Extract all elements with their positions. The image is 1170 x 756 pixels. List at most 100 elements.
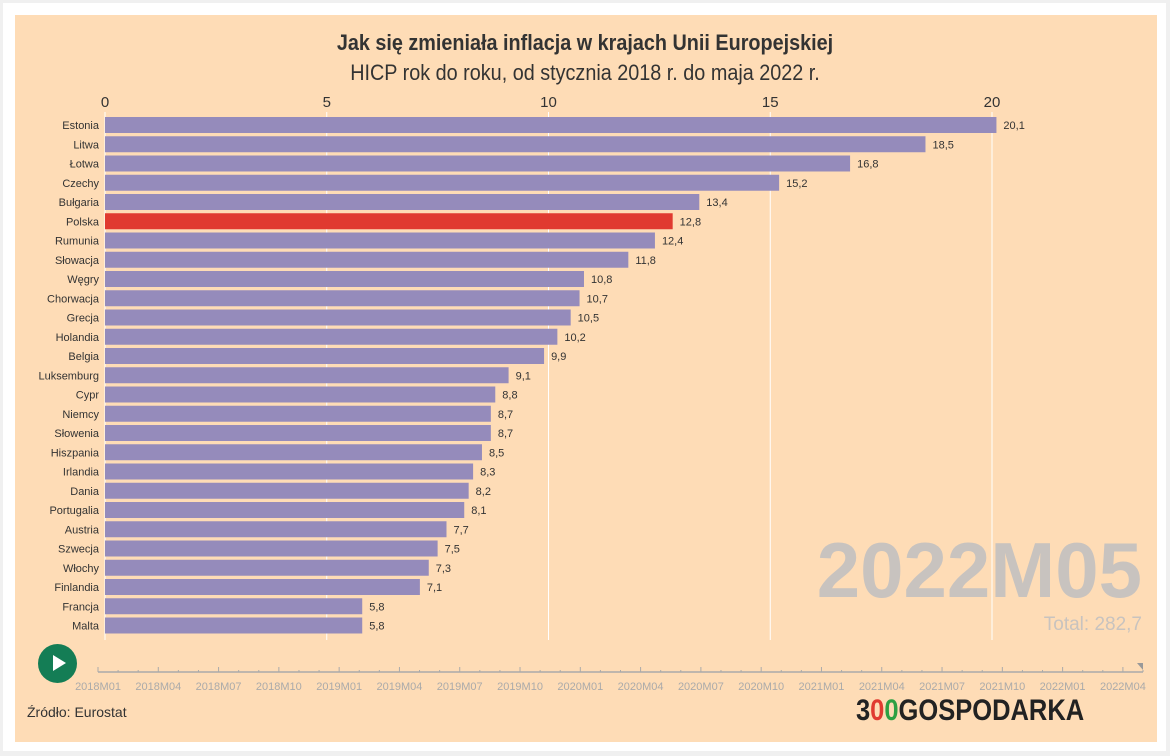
category-label: Litwa xyxy=(73,139,100,151)
bar xyxy=(105,463,474,480)
bar xyxy=(105,425,491,441)
category-label: Słowacja xyxy=(55,255,100,267)
bar xyxy=(105,194,700,210)
value-label: 12,8 xyxy=(680,216,701,228)
value-label: 7,1 xyxy=(427,582,442,594)
timeline-label: 2020M07 xyxy=(678,681,724,693)
value-label: 18,5 xyxy=(932,139,953,151)
value-label: 10,2 xyxy=(564,332,585,344)
bar xyxy=(105,232,655,249)
period-label: 2022M05 xyxy=(816,526,1142,614)
bar xyxy=(105,482,469,499)
category-label: Irlandia xyxy=(63,467,100,479)
timeline-label: 2021M07 xyxy=(919,681,965,693)
bar xyxy=(105,328,558,345)
category-label: Portugalia xyxy=(49,505,99,517)
value-label: 9,1 xyxy=(516,370,531,382)
value-label: 8,3 xyxy=(480,467,495,479)
category-label: Cypr xyxy=(76,390,100,402)
timeline-label: 2018M10 xyxy=(256,681,302,693)
bar xyxy=(105,617,363,634)
timeline-label: 2021M01 xyxy=(799,681,845,693)
category-label: Luksemburg xyxy=(38,370,99,382)
timeline-label: 2020M01 xyxy=(557,681,603,693)
bar xyxy=(105,444,482,461)
bar xyxy=(105,117,997,133)
category-label: Włochy xyxy=(63,563,100,575)
value-label: 5,8 xyxy=(369,601,384,613)
value-label: 8,8 xyxy=(502,390,517,402)
bar xyxy=(105,386,496,403)
category-label: Malta xyxy=(72,621,100,633)
value-label: 8,1 xyxy=(471,505,486,517)
category-label: Słowenia xyxy=(54,428,100,440)
value-label: 5,8 xyxy=(369,621,384,633)
timeline-label: 2020M10 xyxy=(738,681,784,693)
value-label: 8,2 xyxy=(476,486,491,498)
value-label: 7,5 xyxy=(445,544,460,556)
timeline-label: 2020M04 xyxy=(618,681,664,693)
value-label: 10,5 xyxy=(578,313,599,325)
bar xyxy=(105,213,673,230)
x-tick-label: 20 xyxy=(984,94,1001,111)
value-label: 8,7 xyxy=(498,428,513,440)
bar xyxy=(105,405,491,422)
category-label: Grecja xyxy=(67,313,100,325)
bar xyxy=(105,367,509,384)
category-label: Niemcy xyxy=(62,409,99,421)
value-label: 9,9 xyxy=(551,351,566,363)
timeline-label: 2021M04 xyxy=(859,681,905,693)
value-label: 10,8 xyxy=(591,274,612,286)
bar xyxy=(105,521,447,538)
timeline-label: 2019M10 xyxy=(497,681,543,693)
total-label: Total: 282,7 xyxy=(1043,614,1142,635)
bar xyxy=(105,540,438,557)
value-label: 7,3 xyxy=(436,563,451,575)
category-label: Rumunia xyxy=(55,236,100,248)
bar xyxy=(105,155,851,172)
chart-subtitle: HICP rok do roku, od stycznia 2018 r. do… xyxy=(350,60,820,85)
x-tick-label: 10 xyxy=(540,94,557,111)
value-label: 11,8 xyxy=(635,255,656,267)
x-tick-label: 15 xyxy=(762,94,779,111)
timeline-label: 2018M04 xyxy=(135,681,181,693)
bar xyxy=(105,290,580,307)
timeline-label: 2019M04 xyxy=(377,681,423,693)
category-label: Belgia xyxy=(68,351,99,363)
timeline-label: 2018M07 xyxy=(196,681,242,693)
value-label: 12,4 xyxy=(662,236,683,248)
value-label: 7,7 xyxy=(453,524,468,536)
category-label: Chorwacja xyxy=(47,293,100,305)
bar xyxy=(105,502,465,518)
value-label: 10,7 xyxy=(587,293,608,305)
source-note: Źródło: Eurostat xyxy=(27,704,127,720)
chart-title: Jak się zmieniała inflacja w krajach Uni… xyxy=(336,30,834,55)
timeline-label: 2019M07 xyxy=(437,681,483,693)
bar xyxy=(105,348,545,364)
bar xyxy=(105,251,629,268)
value-label: 8,5 xyxy=(489,447,504,459)
value-label: 8,7 xyxy=(498,409,513,421)
bar xyxy=(105,559,429,576)
bar xyxy=(105,579,420,595)
bar xyxy=(105,136,926,153)
category-label: Estonia xyxy=(62,120,100,132)
timeline-label: 2022M01 xyxy=(1040,681,1086,693)
category-label: Finlandia xyxy=(54,582,100,594)
timeline-label: 2019M01 xyxy=(316,681,362,693)
bar xyxy=(105,598,363,615)
category-label: Węgry xyxy=(67,274,99,286)
category-label: Polska xyxy=(66,216,100,228)
timeline-label: 2021M10 xyxy=(979,681,1025,693)
category-label: Holandia xyxy=(56,332,100,344)
timeline-handle[interactable] xyxy=(1137,663,1143,670)
category-label: Francja xyxy=(62,601,100,613)
value-label: 15,2 xyxy=(786,178,807,190)
value-label: 13,4 xyxy=(706,197,727,209)
value-label: 20,1 xyxy=(1003,120,1024,132)
play-button[interactable] xyxy=(38,644,77,683)
category-label: Hiszpania xyxy=(51,447,100,459)
timeline-label: 2022M04 xyxy=(1100,681,1146,693)
category-label: Bułgaria xyxy=(59,197,100,209)
